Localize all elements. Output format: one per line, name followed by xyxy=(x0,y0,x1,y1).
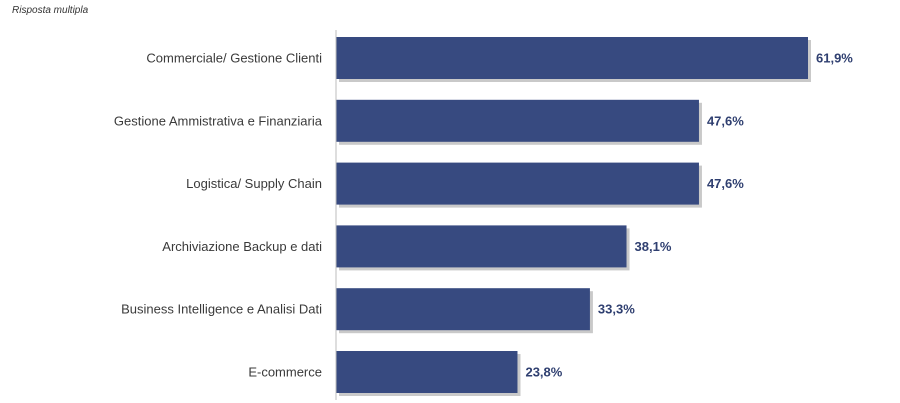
bar xyxy=(336,351,518,393)
value-label: 38,1% xyxy=(635,239,672,254)
response-type-note: Risposta multipla xyxy=(12,5,89,16)
category-label: Archiviazione Backup e dati xyxy=(162,239,322,254)
bar xyxy=(336,162,699,205)
value-label: 61,9% xyxy=(816,51,853,66)
category-label: Gestione Ammistrativa e Finanziaria xyxy=(114,113,323,128)
bar xyxy=(336,37,808,79)
category-label: E-commerce xyxy=(248,365,322,380)
value-label: 33,3% xyxy=(598,302,635,317)
category-label: Business Intelligence e Analisi Dati xyxy=(121,302,322,317)
value-label: 23,8% xyxy=(525,365,562,380)
value-label: 47,6% xyxy=(707,176,744,191)
value-label: 47,6% xyxy=(707,113,744,128)
bars-layer: Commerciale/ Gestione Clienti 61,9% Gestio… xyxy=(114,37,853,396)
category-label: Logistica/ Supply Chain xyxy=(186,176,322,191)
bar xyxy=(336,99,699,142)
bar xyxy=(336,288,590,331)
bar xyxy=(336,225,627,268)
category-label: Commerciale/ Gestione Clienti xyxy=(146,51,322,66)
